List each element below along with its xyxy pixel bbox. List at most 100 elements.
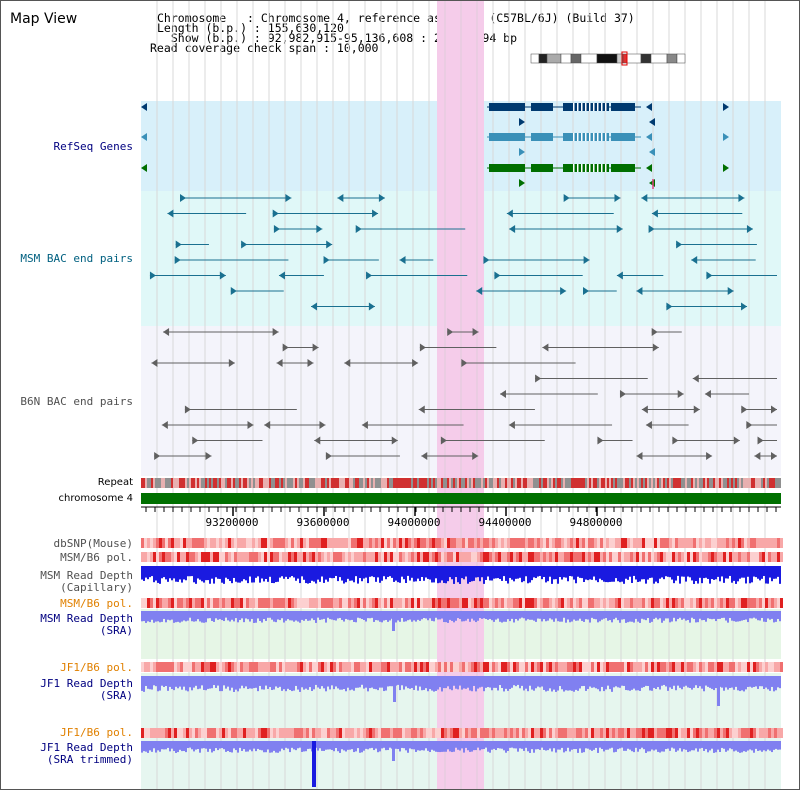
read-depth-bar	[371, 611, 373, 618]
read-depth-bar	[455, 611, 457, 621]
polymorphism-cell	[630, 728, 633, 738]
dbsnp-label[interactable]: dbSNP(Mouse)	[53, 537, 133, 550]
read-depth-bar	[203, 611, 205, 623]
polymorphism-cell	[699, 598, 702, 608]
read-depth-bar	[291, 611, 293, 621]
read-depth-bar	[427, 676, 429, 692]
read-depth-bar	[691, 741, 693, 751]
read-depth-bar	[659, 741, 661, 753]
read-depth-bar	[359, 741, 361, 753]
read-depth-bar	[303, 676, 305, 690]
repeat-segment	[241, 478, 243, 488]
repeat-segment	[419, 478, 421, 488]
read-depth-bar	[477, 676, 479, 689]
polymorphism-cell	[711, 538, 714, 548]
msm-read-depth-capillary-label[interactable]: MSM Read Depth	[40, 569, 133, 582]
repeat-segment	[507, 478, 509, 488]
polymorphism-cell	[744, 552, 747, 562]
read-depth-bar	[497, 611, 499, 619]
polymorphism-cell	[747, 598, 750, 608]
read-depth-bar	[215, 566, 217, 578]
polymorphism-cell	[747, 662, 750, 672]
read-depth-bar	[341, 611, 343, 620]
read-depth-bar	[439, 611, 441, 620]
read-depth-bar	[635, 741, 637, 748]
read-depth-bar	[703, 741, 705, 751]
b6n-bac-end-marker	[741, 405, 748, 414]
b6n-bac-end-pairs-label[interactable]: B6N BAC end pairs	[20, 395, 133, 408]
polymorphism-cell	[600, 662, 603, 672]
polymorphism-cell	[549, 662, 552, 672]
read-depth-bar	[517, 566, 519, 579]
read-depth-bar	[681, 676, 683, 690]
read-depth-bar	[453, 611, 455, 623]
polymorphism-cell	[723, 552, 726, 562]
msm-bac-end-marker	[636, 287, 643, 295]
read-depth-bar	[419, 611, 421, 621]
polymorphism-cell	[573, 662, 576, 672]
polymorphism-cell	[489, 662, 492, 672]
msm-b6-pol-label[interactable]: MSM/B6 pol.	[60, 551, 133, 564]
polymorphism-cell	[537, 552, 540, 562]
read-depth-bar	[749, 611, 751, 619]
polymorphism-cell	[714, 662, 717, 672]
jf1-read-depth-sra-label[interactable]: JF1 Read Depth	[40, 677, 133, 690]
read-depth-bar	[267, 611, 269, 618]
read-depth-bar	[573, 676, 575, 692]
read-depth-bar	[519, 741, 521, 749]
polymorphism-cell	[270, 538, 273, 548]
repeat-segment	[541, 478, 543, 488]
polymorphism-cell	[627, 728, 630, 738]
polymorphism-cell	[675, 538, 678, 548]
polymorphism-cell	[237, 538, 240, 548]
polymorphism-cell	[762, 538, 765, 548]
polymorphism-cell	[186, 552, 189, 562]
repeat-segment	[149, 478, 151, 488]
read-depth-bar	[161, 676, 163, 686]
jf1-read-depth-trimmed-label[interactable]: JF1 Read Depth	[40, 741, 133, 754]
chromosome-ideogram-band	[560, 53, 572, 64]
msm-bac-end-marker	[219, 271, 226, 280]
polymorphism-cell	[780, 552, 783, 562]
read-depth-bar	[167, 611, 169, 620]
read-depth-bar	[489, 611, 491, 619]
refseq-genes-label[interactable]: RefSeq Genes	[53, 140, 133, 153]
read-depth-bar	[311, 611, 313, 619]
polymorphism-cell	[183, 552, 186, 562]
repeat-segment	[709, 478, 711, 488]
read-depth-bar	[627, 676, 629, 691]
msm-b6-pol-sra-label[interactable]: MSM/B6 pol.	[60, 597, 133, 610]
repeat-segment	[581, 478, 583, 488]
jf1-b6-pol-trimmed-label[interactable]: JF1/B6 pol.	[60, 726, 133, 739]
read-depth-bar	[607, 676, 609, 686]
polymorphism-cell	[732, 552, 735, 562]
repeat-segment	[403, 478, 405, 488]
polymorphism-cell	[453, 662, 456, 672]
jf1-b6-pol-label[interactable]: JF1/B6 pol.	[60, 661, 133, 674]
read-depth-bar	[665, 741, 667, 750]
read-depth-bar	[339, 741, 341, 753]
polymorphism-cell	[267, 538, 270, 548]
polymorphism-cell	[477, 538, 480, 548]
read-depth-bar	[527, 566, 529, 584]
repeat-segment	[285, 478, 287, 488]
polymorphism-cell	[540, 662, 543, 672]
read-depth-bar	[175, 676, 177, 687]
read-depth-bar	[727, 566, 729, 579]
read-depth-bar	[755, 566, 757, 578]
msm-bac-end-pairs-label[interactable]: MSM BAC end pairs	[20, 252, 133, 265]
read-depth-bar	[735, 741, 737, 751]
read-depth-bar	[401, 741, 403, 748]
polymorphism-cell	[528, 662, 531, 672]
repeat-segment	[393, 478, 395, 488]
polymorphism-cell	[360, 728, 363, 738]
repeat-segment	[467, 478, 469, 488]
read-depth-bar	[395, 611, 397, 623]
read-depth-bar	[751, 566, 753, 583]
read-depth-bar	[633, 611, 635, 623]
read-depth-bar	[407, 611, 409, 621]
read-depth-bar	[175, 566, 177, 582]
msm-read-depth-sra-label[interactable]: MSM Read Depth	[40, 612, 133, 625]
polymorphism-cell	[486, 598, 489, 608]
